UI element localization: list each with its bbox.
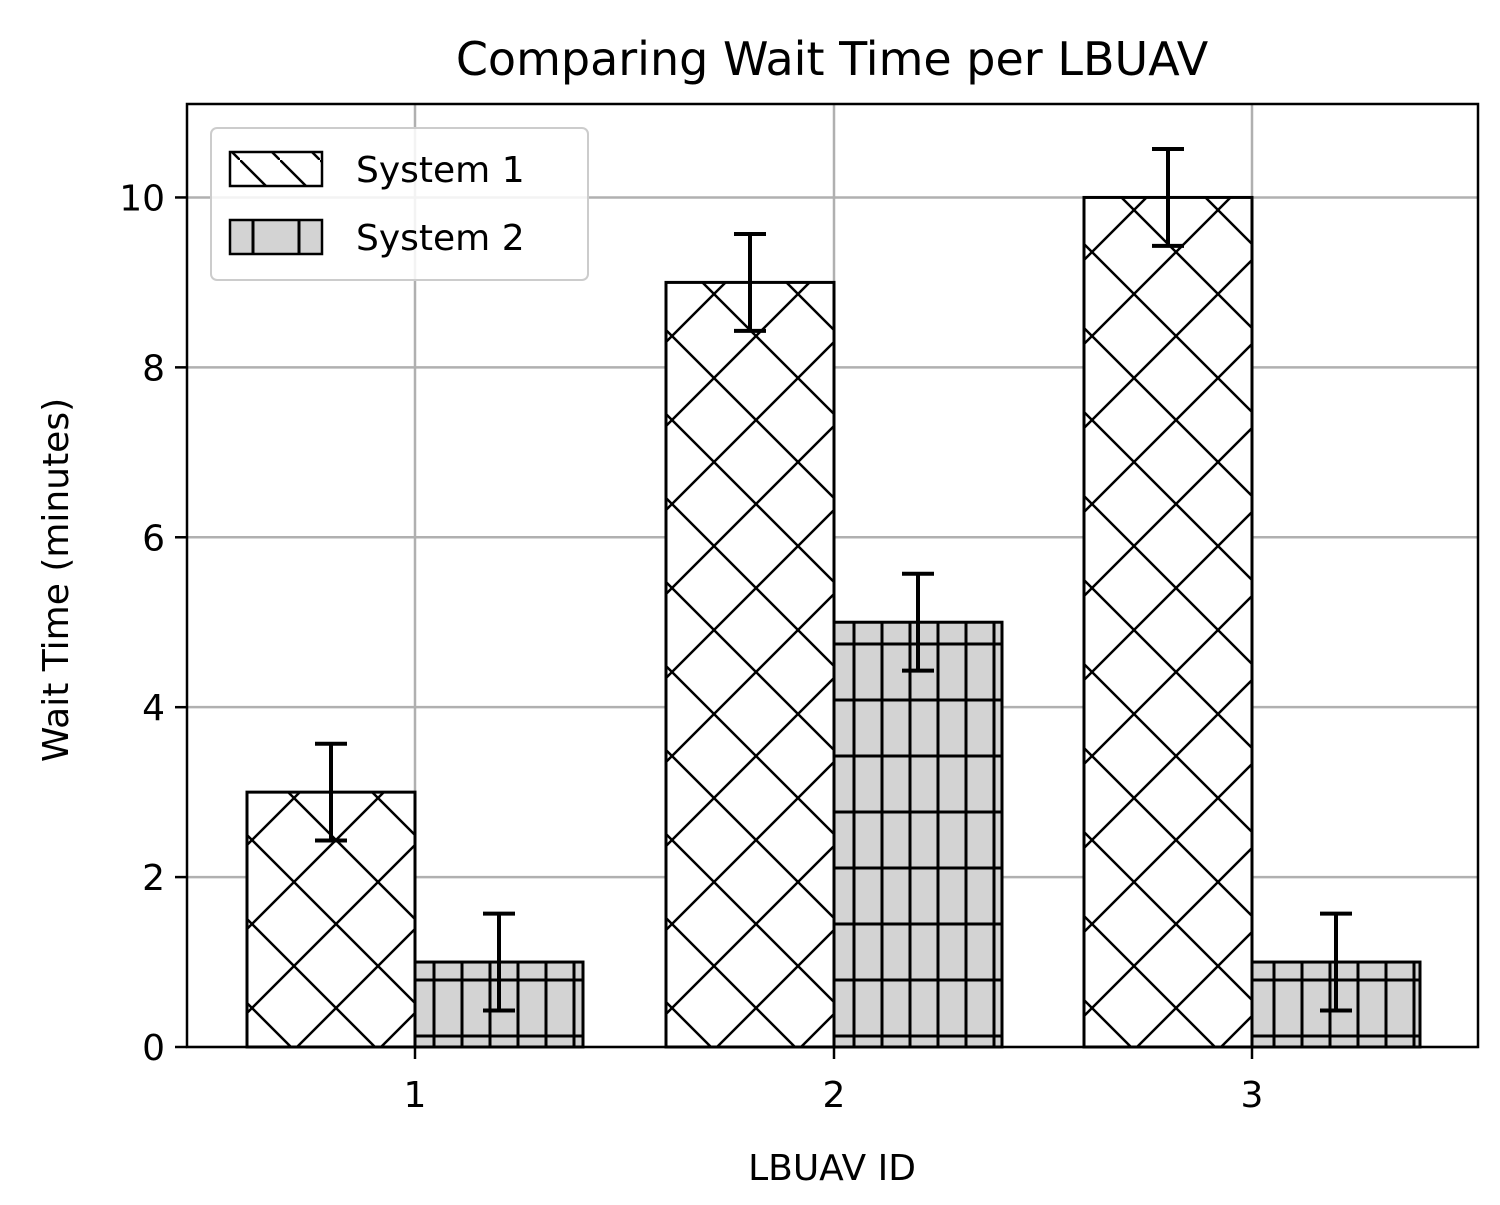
plot-frame [185,102,1480,1049]
x-tick-label: 3 [1241,1075,1264,1116]
x-tick-label: 2 [823,1075,846,1116]
legend-label-system-2: System 2 [356,218,525,259]
x-axis-label: LBUAV ID [748,1148,916,1189]
y-tick-label: 0 [142,1028,165,1069]
y-tick-label: 8 [142,348,165,389]
bars [245,195,1422,1049]
y-tick-label: 6 [142,518,165,559]
legend-label-system-1: System 1 [356,150,525,191]
y-axis-label: Wait Time (minutes) [36,398,77,762]
bar-series-1-cat-3 [1082,195,1254,1049]
x-tick-label: 1 [404,1075,427,1116]
legend-swatch-system-2 [228,218,324,256]
y-tick-label: 4 [142,688,165,729]
y-tick-label: 10 [119,178,165,219]
error-bars [315,147,1352,1013]
chart-title: Comparing Wait Time per LBUAV [456,32,1209,86]
bar-series-1-cat-2 [664,280,836,1049]
legend-swatch-system-1 [228,150,324,188]
y-tick-label: 2 [142,858,165,899]
legend: System 1 System 2 [210,127,589,281]
bar-series-2-cat-2 [832,620,1004,1049]
